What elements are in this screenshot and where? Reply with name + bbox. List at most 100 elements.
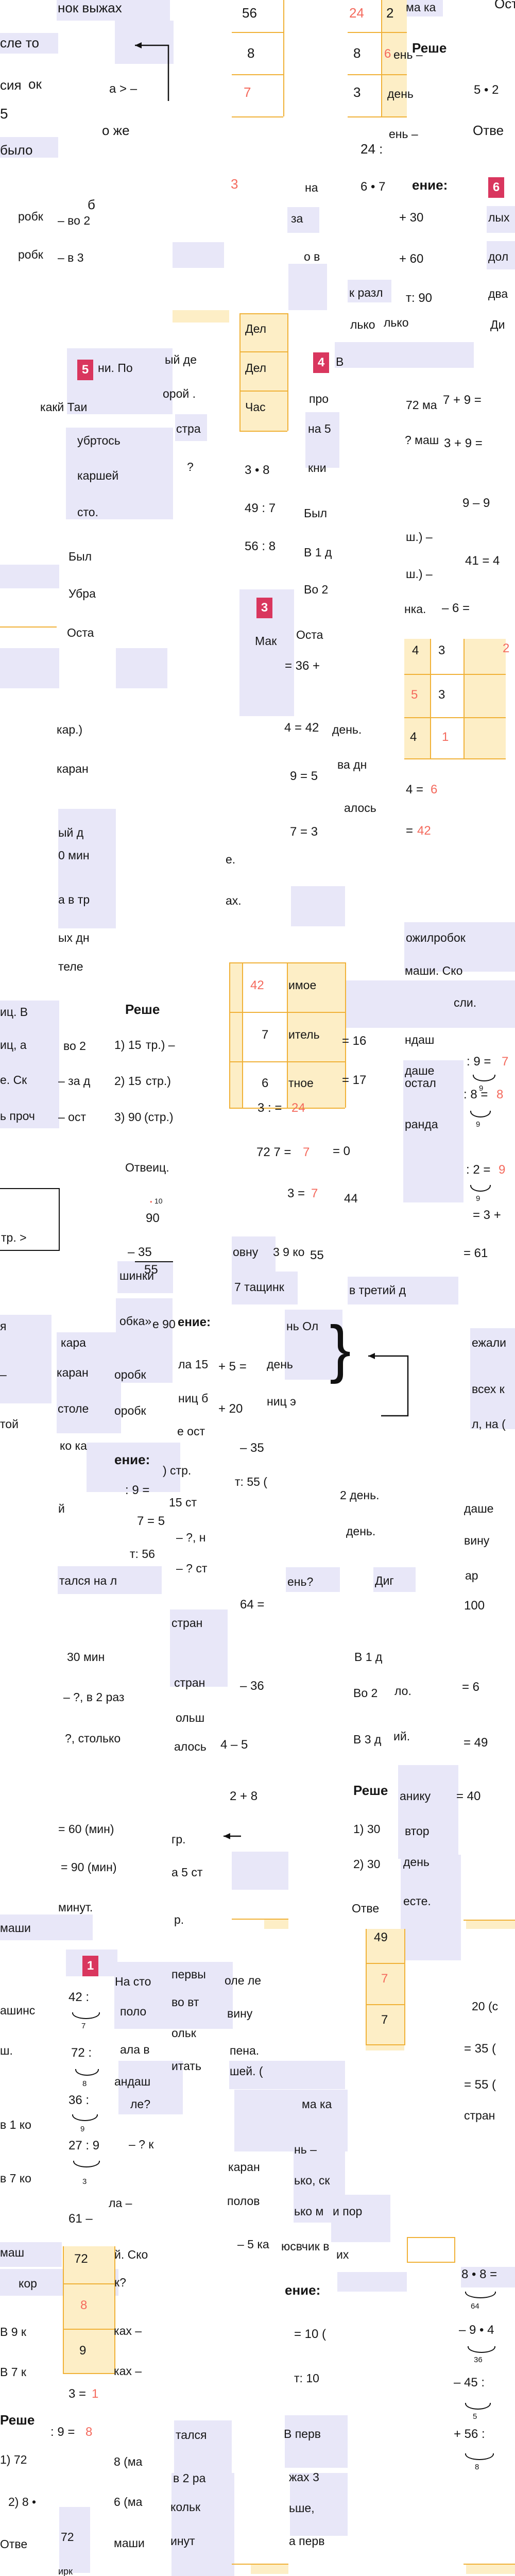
text-fragment: Реше [0,2412,35,2428]
highlight-rect [403,1060,464,1202]
text-fragment: ) стр. [163,1464,192,1477]
text-fragment: нь – [294,2143,317,2156]
table-line [239,431,287,432]
text-fragment: Дел [245,322,267,335]
text-fragment: о в [304,250,320,263]
text-fragment: ожилробок [406,931,466,944]
underbrace [470,1111,491,1117]
text-fragment: стран [174,1676,205,1689]
text-fragment: = 17 [342,1073,367,1087]
highlight-rect [175,414,207,441]
text-fragment: л, на ( [472,1417,506,1431]
highlight-rect [348,1277,458,1304]
text-fragment: ах. [226,894,242,907]
text-fragment: ло. [394,1684,411,1698]
text-fragment: ь проч [0,1109,35,1123]
text-fragment: той [0,1417,19,1431]
text-fragment: ый де [165,353,197,366]
underbrace-label: 5 [473,2412,477,2421]
text-fragment: б [88,197,95,212]
text-fragment: = 90 (мин) [61,1860,117,1874]
text-fragment: 7 тащинк [234,1280,284,1294]
text-fragment: 2) 30 [353,1857,381,1871]
text-fragment: 4 [412,643,419,657]
text-fragment: – ?, в 2 раз [63,1690,125,1704]
text-fragment: их [336,2248,349,2261]
table-cell-fill [466,1920,515,1929]
text-fragment: о же [102,123,130,138]
table-line [366,2004,404,2005]
highlight-rect [232,1852,288,1890]
text-fragment: = 36 + [285,659,320,673]
text-fragment: лько [384,316,409,329]
text-fragment: ках – [114,2364,142,2378]
highlight-rect [118,2061,183,2114]
text-fragment: ок [28,76,42,92]
text-fragment: 7 [502,1055,509,1069]
highlight-rect [285,2415,348,2468]
text-fragment: ма ка [302,2097,332,2111]
text-fragment: 3 + 9 = [444,436,483,450]
text-fragment: 6 [431,783,438,796]
table-line [404,674,506,675]
text-fragment: 49 [374,1930,388,1944]
highlight-rect [291,886,345,926]
text-fragment: Мак [255,634,277,648]
text-fragment: 24 [349,5,364,21]
table-cell-fill [229,962,242,1108]
text-fragment: На сто [115,1975,151,1988]
text-fragment: имое [288,978,317,992]
text-fragment: – во 2 [58,214,91,227]
text-fragment: итать [171,2059,201,2073]
text-fragment: тр.) – [146,1038,175,1052]
text-fragment: сия [0,77,22,93]
text-fragment: нок выжах [58,0,122,15]
problem-number-badge: 3 [256,598,272,618]
text-fragment: инут [170,2534,195,2548]
text-fragment: е ост [177,1425,205,1438]
text-fragment: 42 [250,978,264,992]
table-line [63,2329,114,2330]
text-fragment: сли. [454,996,477,1009]
table-line [229,962,230,1108]
problem-number-badge: 4 [313,352,329,373]
text-fragment: поло [120,2005,147,2018]
table-line [0,626,57,628]
text-fragment: й. Ско [114,2248,148,2261]
text-fragment: 3 [438,643,445,657]
underbrace-label: 9 [476,1194,480,1203]
text-fragment: убртось [77,434,121,447]
text-fragment: 8 • 8 = [461,2267,497,2281]
text-fragment: гр. [171,1833,186,1846]
text-fragment: ле? [130,2097,151,2111]
highlight-rect [59,2507,90,2573]
table-cell-fill [63,2246,114,2374]
highlight-rect [0,137,58,158]
text-fragment: = 35 ( [464,2042,496,2056]
text-fragment: ма ка [406,1,436,14]
text-fragment: шинки [119,1269,154,1282]
text-fragment: иц. В [0,1005,28,1019]
text-fragment: ла 15 [178,1358,209,1371]
highlight-rect [114,1962,233,2029]
highlight-rect [58,809,116,928]
text-fragment: 9 [79,2344,87,2358]
text-fragment: Реше [412,40,447,56]
answer-frame [0,1188,60,1251]
text-fragment: 4 = 42 [284,721,319,735]
text-fragment: ирк [58,2566,73,2576]
highlight-rect [0,565,59,588]
text-fragment: 3 : = [258,1101,282,1115]
table-line [232,116,283,117]
underbrace [73,2161,100,2167]
text-fragment: 3 [438,688,445,702]
text-fragment: юсвчик в [281,2240,330,2253]
underbrace [465,2453,494,2460]
text-fragment: : 9 = [50,2425,75,2439]
underbrace-label: 64 [471,2302,479,2311]
table-line [63,2246,64,2374]
underbrace [465,2292,496,2298]
text-fragment: Во 2 [304,583,329,596]
table-line [366,1929,367,2045]
text-fragment: а перв [289,2534,325,2548]
